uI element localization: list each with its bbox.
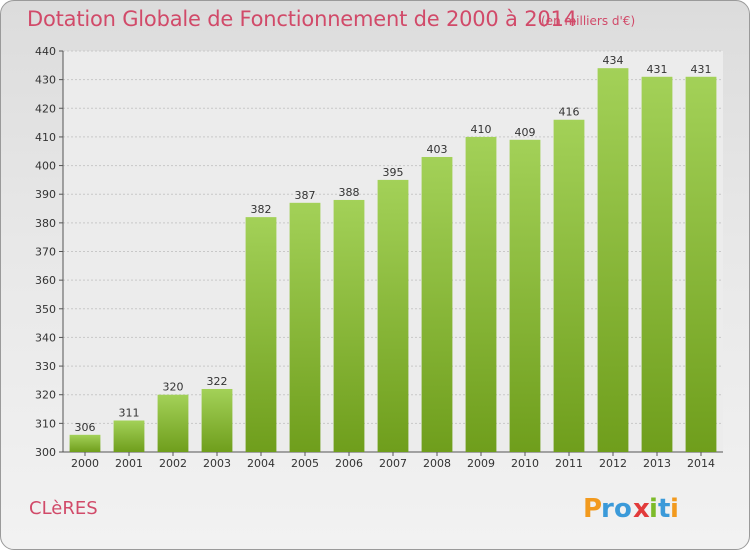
x-tick-label: 2004	[247, 457, 275, 470]
x-tick-label: 2009	[467, 457, 495, 470]
x-tick-label: 2012	[599, 457, 627, 470]
svg-text:r: r	[601, 494, 614, 524]
y-tick-label: 370	[35, 246, 56, 259]
data-label: 311	[119, 406, 140, 419]
data-label: 409	[515, 126, 536, 139]
bar	[201, 388, 233, 452]
y-tick-label: 350	[35, 303, 56, 316]
data-label: 410	[471, 123, 492, 136]
svg-text:t: t	[658, 494, 670, 524]
y-tick-label: 340	[35, 331, 56, 344]
x-tick-label: 2010	[511, 457, 539, 470]
data-label: 434	[603, 54, 624, 67]
y-tick-label: 440	[35, 45, 56, 58]
x-tick-label: 2008	[423, 457, 451, 470]
y-tick-label: 430	[35, 74, 56, 87]
data-label: 416	[559, 106, 580, 119]
data-label: 431	[691, 63, 712, 76]
x-tick-label: 2014	[687, 457, 715, 470]
y-tick-label: 300	[35, 446, 56, 459]
x-tick-label: 2000	[71, 457, 99, 470]
bar	[333, 199, 365, 452]
x-tick-label: 2013	[643, 457, 671, 470]
bar	[509, 139, 541, 453]
y-tick-label: 390	[35, 188, 56, 201]
x-tick-label: 2007	[379, 457, 407, 470]
bar	[157, 394, 189, 452]
bar	[245, 217, 277, 452]
bar	[421, 156, 453, 452]
data-label: 382	[251, 203, 272, 216]
bar	[553, 119, 585, 452]
x-tick-label: 2005	[291, 457, 319, 470]
bar	[465, 136, 497, 452]
bar	[597, 68, 629, 452]
svg-text:i: i	[670, 494, 679, 524]
y-tick-label: 310	[35, 417, 56, 430]
chart-unit: (en milliers d'€)	[541, 14, 636, 28]
y-tick-label: 410	[35, 131, 56, 144]
svg-text:x: x	[633, 494, 650, 524]
data-label: 403	[427, 143, 448, 156]
data-label: 387	[295, 189, 316, 202]
x-tick-label: 2011	[555, 457, 583, 470]
y-tick-label: 320	[35, 389, 56, 402]
svg-text:o: o	[614, 494, 632, 524]
y-tick-label: 420	[35, 102, 56, 115]
y-tick-label: 360	[35, 274, 56, 287]
commune-name: CLèRES	[29, 498, 98, 519]
x-tick-label: 2003	[203, 457, 231, 470]
data-label: 388	[339, 186, 360, 199]
bar	[377, 179, 409, 452]
svg-text:P: P	[583, 494, 602, 524]
bar	[641, 76, 673, 453]
bar	[685, 76, 717, 453]
data-label: 322	[207, 375, 228, 388]
proxiti-logo-icon: P r o x i t i	[583, 494, 679, 524]
y-tick-label: 330	[35, 360, 56, 373]
y-tick-label: 400	[35, 160, 56, 173]
data-label: 320	[163, 381, 184, 394]
bar	[69, 434, 101, 452]
data-label: 306	[75, 421, 96, 434]
chart-title: Dotation Globale de Fonctionnement de 20…	[27, 7, 577, 31]
data-label: 395	[383, 166, 404, 179]
data-label: 431	[647, 63, 668, 76]
y-tick-label: 380	[35, 217, 56, 230]
proxiti-logo: P r o x i t i	[581, 489, 701, 529]
svg-text:i: i	[649, 494, 658, 524]
bar	[289, 202, 321, 452]
x-tick-label: 2001	[115, 457, 143, 470]
x-tick-label: 2002	[159, 457, 187, 470]
x-tick-label: 2006	[335, 457, 363, 470]
bar	[113, 420, 145, 452]
